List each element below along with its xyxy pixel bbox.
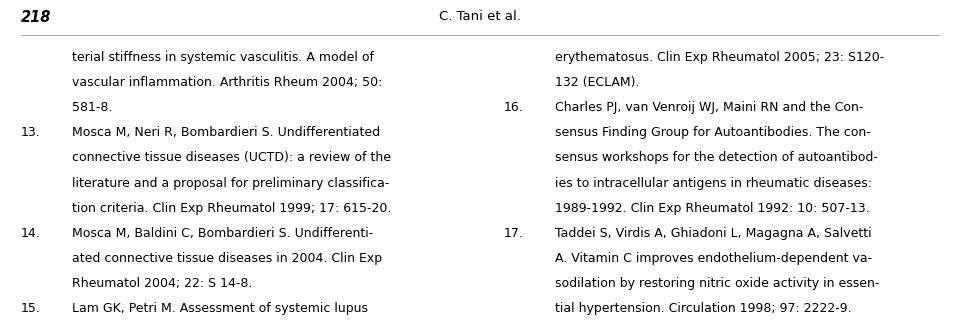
Text: Rheumatol 2004; 22: S 14-8.: Rheumatol 2004; 22: S 14-8. bbox=[72, 277, 252, 290]
Text: sodilation by restoring nitric oxide activity in essen-: sodilation by restoring nitric oxide act… bbox=[555, 277, 879, 290]
Text: tial hypertension. Circulation 1998; 97: 2222-9.: tial hypertension. Circulation 1998; 97:… bbox=[555, 302, 852, 315]
Text: Lam GK, Petri M. Assessment of systemic lupus: Lam GK, Petri M. Assessment of systemic … bbox=[72, 302, 368, 315]
Text: Mosca M, Baldini C, Bombardieri S. Undifferenti-: Mosca M, Baldini C, Bombardieri S. Undif… bbox=[72, 227, 373, 240]
Text: 581-8.: 581-8. bbox=[72, 101, 112, 114]
Text: 16.: 16. bbox=[504, 101, 524, 114]
Text: 13.: 13. bbox=[21, 126, 41, 139]
Text: sensus Finding Group for Autoantibodies. The con-: sensus Finding Group for Autoantibodies.… bbox=[555, 126, 871, 139]
Text: connective tissue diseases (UCTD): a review of the: connective tissue diseases (UCTD): a rev… bbox=[72, 151, 391, 164]
Text: vascular inflammation. Arthritis Rheum 2004; 50:: vascular inflammation. Arthritis Rheum 2… bbox=[72, 76, 382, 89]
Text: 132 (ECLAM).: 132 (ECLAM). bbox=[555, 76, 639, 89]
Text: 15.: 15. bbox=[21, 302, 41, 315]
Text: tion criteria. Clin Exp Rheumatol 1999; 17: 615-20.: tion criteria. Clin Exp Rheumatol 1999; … bbox=[72, 202, 392, 214]
Text: sensus workshops for the detection of autoantibod-: sensus workshops for the detection of au… bbox=[555, 151, 877, 164]
Text: 17.: 17. bbox=[504, 227, 524, 240]
Text: A. Vitamin C improves endothelium-dependent va-: A. Vitamin C improves endothelium-depend… bbox=[555, 252, 872, 265]
Text: 218: 218 bbox=[21, 10, 52, 25]
Text: Taddei S, Virdis A, Ghiadoni L, Magagna A, Salvetti: Taddei S, Virdis A, Ghiadoni L, Magagna … bbox=[555, 227, 872, 240]
Text: erythematosus. Clin Exp Rheumatol 2005; 23: S120-: erythematosus. Clin Exp Rheumatol 2005; … bbox=[555, 51, 884, 64]
Text: Charles PJ, van Venroij WJ, Maini RN and the Con-: Charles PJ, van Venroij WJ, Maini RN and… bbox=[555, 101, 863, 114]
Text: ies to intracellular antigens in rheumatic diseases:: ies to intracellular antigens in rheumat… bbox=[555, 177, 872, 189]
Text: 14.: 14. bbox=[21, 227, 41, 240]
Text: terial stiffness in systemic vasculitis. A model of: terial stiffness in systemic vasculitis.… bbox=[72, 51, 374, 64]
Text: 1989-1992. Clin Exp Rheumatol 1992: 10: 507-13.: 1989-1992. Clin Exp Rheumatol 1992: 10: … bbox=[555, 202, 870, 214]
Text: ated connective tissue diseases in 2004. Clin Exp: ated connective tissue diseases in 2004.… bbox=[72, 252, 382, 265]
Text: Mosca M, Neri R, Bombardieri S. Undifferentiated: Mosca M, Neri R, Bombardieri S. Undiffer… bbox=[72, 126, 380, 139]
Text: literature and a proposal for preliminary classifica-: literature and a proposal for preliminar… bbox=[72, 177, 390, 189]
Text: C. Tani et al.: C. Tani et al. bbox=[439, 10, 521, 23]
